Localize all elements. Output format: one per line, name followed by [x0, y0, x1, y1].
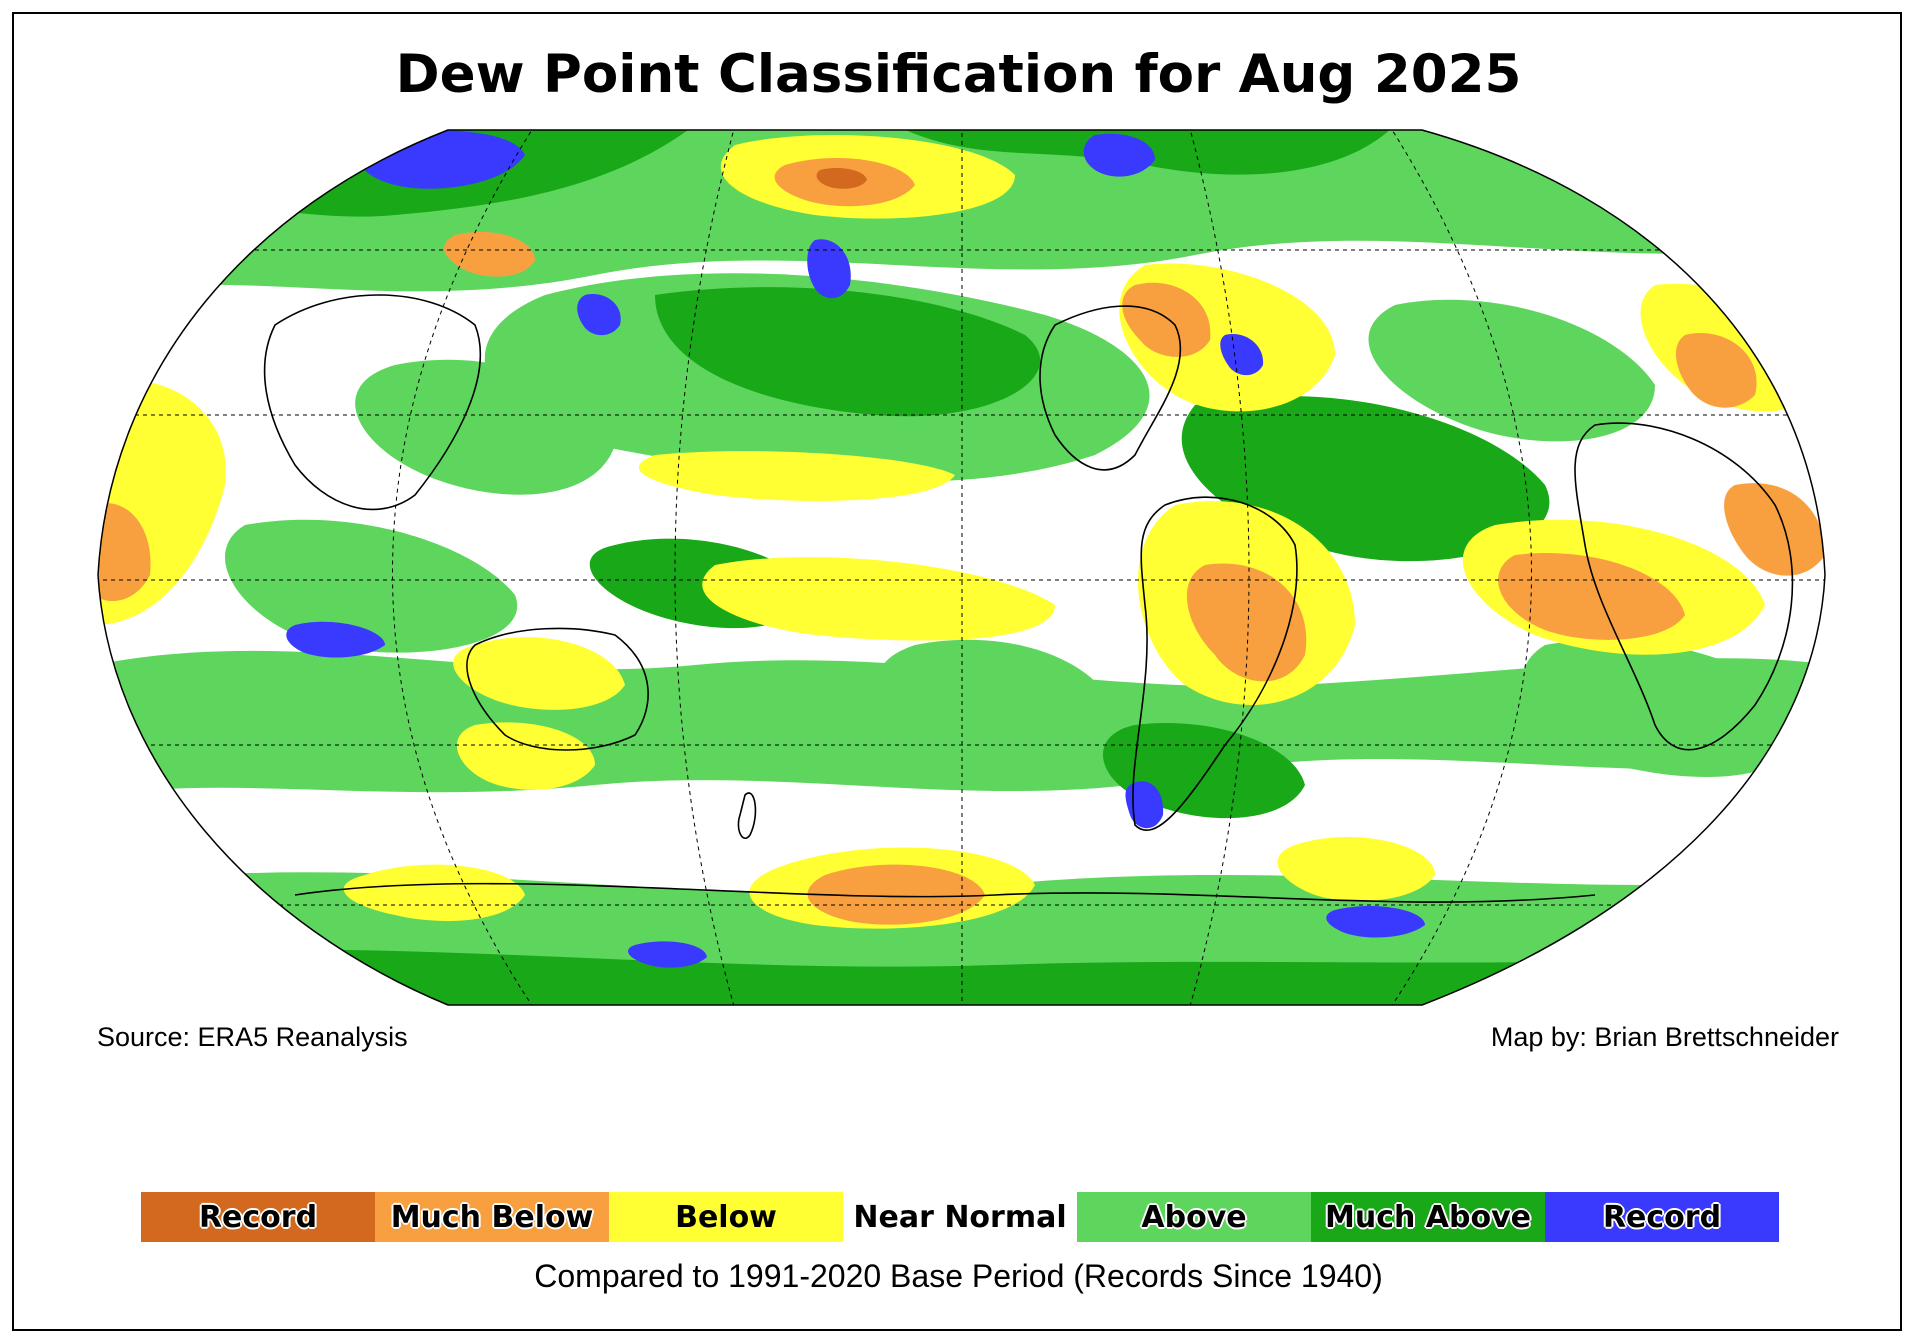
legend-label: Record: [1602, 1199, 1722, 1235]
legend-item: Record: [1545, 1192, 1779, 1242]
legend-item: Much Above: [1311, 1192, 1545, 1242]
legend-label: Record: [198, 1199, 318, 1235]
map-outline: [97, 129, 1826, 1006]
legend-item: Below: [609, 1192, 843, 1242]
legend-label: Much Below: [390, 1199, 594, 1235]
legend-label: Near Normal: [853, 1199, 1067, 1235]
source-note: Source: ERA5 Reanalysis: [97, 1022, 408, 1052]
legend-label: Above: [1141, 1199, 1247, 1235]
credit-note: Map by: Brian Brettschneider: [1490, 1022, 1839, 1052]
figure-frame: [12, 12, 1902, 1331]
legend-label: Below: [675, 1199, 777, 1235]
legend: Record Much Below Below Near Normal Above Muc…: [141, 1192, 1779, 1242]
map-title: Dew Point Classification for Aug 2025: [395, 44, 1522, 105]
legend-label: Much Above: [1324, 1199, 1531, 1235]
dewpoint-anomaly-field: [98, 130, 1825, 1005]
legend-item: Record: [141, 1192, 375, 1242]
world-map: [95, 125, 1830, 1010]
legend-item: Near Normal: [843, 1192, 1077, 1242]
legend-item: Above: [1077, 1192, 1311, 1242]
legend-item: Much Below: [375, 1192, 609, 1242]
base-period-note: Compared to 1991-2020 Base Period (Recor…: [534, 1258, 1383, 1294]
